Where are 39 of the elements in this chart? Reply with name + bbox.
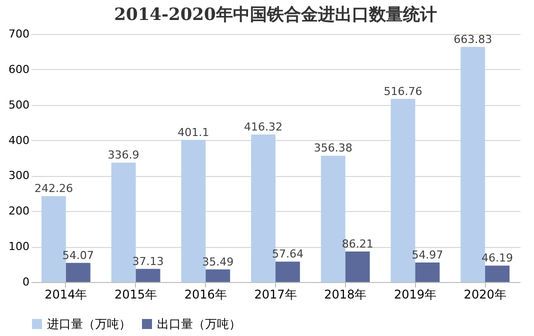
y-tick-label: 400 bbox=[8, 134, 30, 147]
data-label: 37.13 bbox=[132, 254, 164, 268]
y-tick-label: 600 bbox=[8, 62, 30, 76]
data-label: 336.9 bbox=[108, 148, 140, 162]
bar bbox=[485, 266, 510, 282]
bar bbox=[276, 262, 300, 282]
y-tick-label: 200 bbox=[8, 204, 30, 218]
data-label: 516.76 bbox=[384, 84, 422, 98]
x-tick-label: 2016年 bbox=[184, 288, 227, 302]
y-tick-label: 500 bbox=[8, 98, 30, 112]
chart-title: 2014-2020年中国铁合金进出口数量统计 bbox=[114, 5, 437, 25]
bar bbox=[206, 269, 230, 282]
y-tick-label: 300 bbox=[8, 169, 30, 182]
y-tick-label: 100 bbox=[8, 240, 30, 254]
bar bbox=[66, 262, 90, 282]
data-label: 54.97 bbox=[412, 248, 444, 262]
data-label: 356.38 bbox=[314, 142, 352, 155]
x-tick-label: 2014年 bbox=[44, 288, 88, 302]
x-tick-label: 2017年 bbox=[254, 288, 297, 302]
data-label: 35.49 bbox=[202, 255, 234, 268]
x-tick-label: 2019年 bbox=[394, 288, 436, 302]
data-label: 663.83 bbox=[454, 32, 492, 46]
bar bbox=[345, 251, 370, 282]
bar bbox=[415, 262, 440, 282]
data-label: 242.26 bbox=[34, 182, 73, 196]
bar bbox=[136, 268, 160, 282]
legend-label: 进口量（万吨） bbox=[47, 317, 131, 331]
data-label: 401.1 bbox=[178, 126, 210, 139]
x-tick-label: 2018年 bbox=[324, 288, 367, 302]
data-label: 86.21 bbox=[342, 237, 374, 250]
x-tick-label: 2015年 bbox=[114, 288, 158, 302]
data-label: 46.19 bbox=[482, 252, 514, 265]
legend-label: 出口量（万吨） bbox=[157, 317, 241, 331]
data-label: 416.32 bbox=[244, 120, 283, 134]
data-label: 54.07 bbox=[62, 248, 94, 262]
y-tick-label: 700 bbox=[8, 28, 30, 40]
y-tick-label: 0 bbox=[22, 276, 30, 288]
data-label: 57.64 bbox=[272, 248, 304, 261]
x-tick-label: 2020年 bbox=[464, 288, 506, 302]
